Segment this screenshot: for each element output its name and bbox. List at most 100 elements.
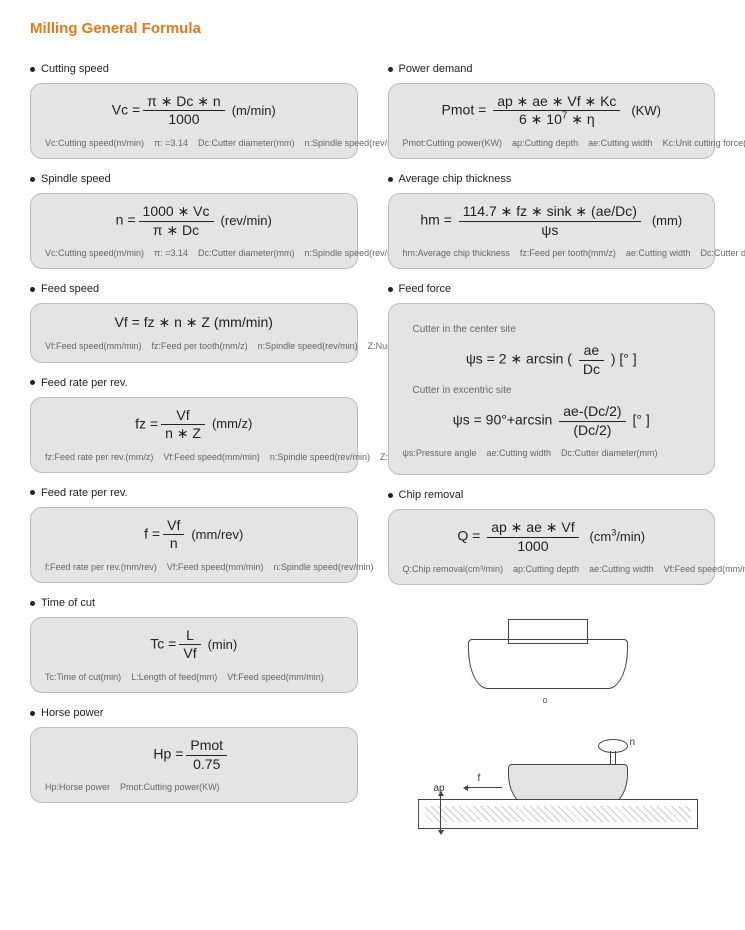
legend: Tc:Time of cut(min)L:Length of feed(mm)V… [45, 670, 343, 684]
lhs: Q = [457, 528, 480, 544]
box-chip: hm = 114.7 ∗ fz ∗ sink ∗ (ae/Dc) ψs (mm)… [388, 193, 716, 269]
lhs: Tc = [150, 636, 176, 652]
legend-item: fz:Feed per tooth(mm/z) [152, 341, 248, 351]
legend-item: π: =3.14 [154, 138, 188, 148]
equation: n =1000 ∗ Vcπ ∗ Dc (rev/min) [45, 204, 343, 238]
unit: (cm3/min) [590, 529, 646, 544]
label-removal: Chip removal [388, 489, 716, 501]
section-label: Feed speed [30, 283, 358, 295]
eq-power: Pmot = ap ∗ ae ∗ Vf ∗ Kc 6 ∗ 107 ∗ η (KW… [403, 94, 701, 128]
num: π ∗ Dc ∗ n [143, 94, 225, 111]
legend-item: Kc:Unit cutting force(N/mm²) [663, 138, 745, 148]
eq-ff2: ψs = 90°+arcsin ae-(Dc/2) (Dc/2) [° ] [403, 404, 701, 438]
legend: Vc:Cutting speed(m/min)π: =3.14Dc:Cutter… [45, 246, 343, 260]
columns: Cutting speedVc =π ∗ Dc ∗ n1000(m/min)Vc… [30, 55, 715, 859]
label-o: o [543, 695, 548, 705]
equation: Hp =Pmot0.75 [45, 738, 343, 772]
section-label: Spindle speed [30, 173, 358, 185]
cutter-top-view: o [448, 609, 648, 709]
num: ap ∗ ae ∗ Vf [487, 520, 578, 537]
num: 114.7 ∗ fz ∗ sink ∗ (ae/Dc) [459, 204, 641, 221]
equation: f =Vfn(mm/rev) [45, 518, 343, 552]
eq-chip: hm = 114.7 ∗ fz ∗ sink ∗ (ae/Dc) ψs (mm) [403, 204, 701, 238]
legend-item: Q:Chip removal(cm³/min) [403, 564, 504, 574]
box-removal: Q = ap ∗ ae ∗ Vf 1000 (cm3/min) Q:Chip r… [388, 509, 716, 585]
section-label: Feed rate per rev. [30, 377, 358, 389]
label-chip: Average chip thickness [388, 173, 716, 185]
legend-item: n:Spindle speed(rev/min) [273, 562, 373, 572]
legend-item: fz:Feed per tooth(mm/z) [520, 248, 616, 258]
den: (Dc/2) [559, 422, 625, 438]
right-column: Power demand Pmot = ap ∗ ae ∗ Vf ∗ Kc 6 … [388, 55, 716, 859]
num: Vf [163, 518, 184, 535]
legend-item: ae:Cutting width [588, 138, 653, 148]
unit: (mm) [652, 213, 682, 228]
eq-ff1: ψs = 2 ∗ arcsin ( ae Dc ) [° ] [403, 343, 701, 377]
box-feedforce: Cutter in the center site ψs = 2 ∗ arcsi… [388, 303, 716, 475]
frac: ae-(Dc/2) (Dc/2) [559, 404, 625, 438]
lhs: n = [116, 212, 136, 228]
lhs: Vc = [112, 102, 140, 118]
legend-item: n:Spindle speed(rev/min) [270, 452, 370, 462]
legend: Hp:Horse power Pmot:Cutting power(KW) [45, 780, 343, 794]
page-title: Milling General Formula [30, 20, 715, 37]
legend-item: Dc:Cutter diameter(mm) [700, 248, 745, 258]
legend-item: ae:Cutting width [589, 564, 654, 574]
formula-box: n =1000 ∗ Vcπ ∗ Dc (rev/min) Vc:Cutting sp… [30, 193, 358, 269]
legend: fz:Feed rate per rev.(mm/z)Vf:Feed speed… [45, 450, 343, 464]
formula-box: f =Vfn(mm/rev)f:Feed rate per rev.(mm/re… [30, 507, 358, 583]
cutter-side-view: n ap f [418, 739, 698, 849]
unit: (mm/z) [212, 416, 252, 431]
den: n ∗ Z [161, 425, 205, 441]
legend-item: Vc:Cutting speed(m/min) [45, 138, 144, 148]
formula-box: Vf = fz ∗ n ∗ Z (mm/min)Vf:Feed speed(mm… [30, 303, 358, 362]
equation: Vf = fz ∗ n ∗ Z (mm/min) [45, 314, 343, 331]
label-power: Power demand [388, 63, 716, 75]
frac: 114.7 ∗ fz ∗ sink ∗ (ae/Dc) ψs [459, 204, 641, 238]
legend-item: Pmot:Cutting power(KW) [120, 782, 220, 792]
num: Vf [161, 408, 205, 425]
eq-removal: Q = ap ∗ ae ∗ Vf 1000 (cm3/min) [403, 520, 701, 554]
legend-item: Hp:Horse power [45, 782, 110, 792]
den: Vf [179, 645, 200, 661]
frac: ap ∗ ae ∗ Vf ∗ Kc 6 ∗ 107 ∗ η [493, 94, 620, 128]
lhs: hm = [420, 212, 452, 228]
unit: (rev/min) [221, 213, 272, 228]
cutter-diagrams: o n ap f [388, 599, 716, 859]
den: 1000 [487, 538, 578, 554]
lhs: ψs = 90°+arcsin [453, 412, 553, 428]
den: π ∗ Dc [139, 222, 214, 238]
legend-power: Pmot:Cutting power(KW)ap:Cutting depthae… [403, 136, 701, 150]
sublabel-excentric: Cutter in excentric site [413, 385, 701, 396]
unit: (mm/rev) [191, 527, 243, 542]
num: ae [579, 343, 604, 360]
legend: f:Feed rate per rev.(mm/rev)Vf:Feed spee… [45, 560, 343, 574]
lhs: ψs = 2 ∗ arcsin ( [466, 351, 572, 367]
section-label: Horse power [30, 707, 358, 719]
formula-box: Hp =Pmot0.75 Hp:Horse power Pmot:Cutting p… [30, 727, 358, 803]
frac: 1000 ∗ Vcπ ∗ Dc [139, 204, 214, 238]
den: 1000 [143, 111, 225, 127]
box-power: Pmot = ap ∗ ae ∗ Vf ∗ Kc 6 ∗ 107 ∗ η (KW… [388, 83, 716, 159]
section-label: Feed rate per rev. [30, 487, 358, 499]
den: Dc [579, 361, 604, 377]
tail: [° ] [633, 412, 650, 428]
legend-removal: Q:Chip removal(cm³/min)ap:Cutting deptha… [403, 562, 701, 576]
legend: Vc:Cutting speed(m/min) π: =3.14 Dc:Cutter… [45, 136, 343, 150]
legend-item: fz:Feed rate per rev.(mm/z) [45, 452, 153, 462]
formula-box: Tc =LVf(min)Tc:Time of cut(min)L:Length … [30, 617, 358, 693]
frac: ap ∗ ae ∗ Vf 1000 [487, 520, 578, 554]
frac: Vfn [163, 518, 184, 552]
legend-item: n:Spindle speed(rev/min) [258, 341, 358, 351]
label-n: n [630, 737, 636, 748]
legend-item: hm:Average chip thickness [403, 248, 510, 258]
legend-item: Dc:Cutter diameter(mm) [198, 138, 295, 148]
formula-box: fz =Vfn ∗ Z(mm/z)fz:Feed rate per rev.(m… [30, 397, 358, 473]
legend-item: Pmot:Cutting power(KW) [403, 138, 503, 148]
lhs: Hp = [153, 746, 183, 762]
unit: (KW) [631, 103, 661, 118]
section-label: Time of cut [30, 597, 358, 609]
legend-item: Dc:Cutter diameter(mm) [198, 248, 295, 258]
sublabel-center: Cutter in the center site [413, 324, 701, 335]
legend-chip: hm:Average chip thickness fz:Feed per too… [403, 246, 701, 260]
